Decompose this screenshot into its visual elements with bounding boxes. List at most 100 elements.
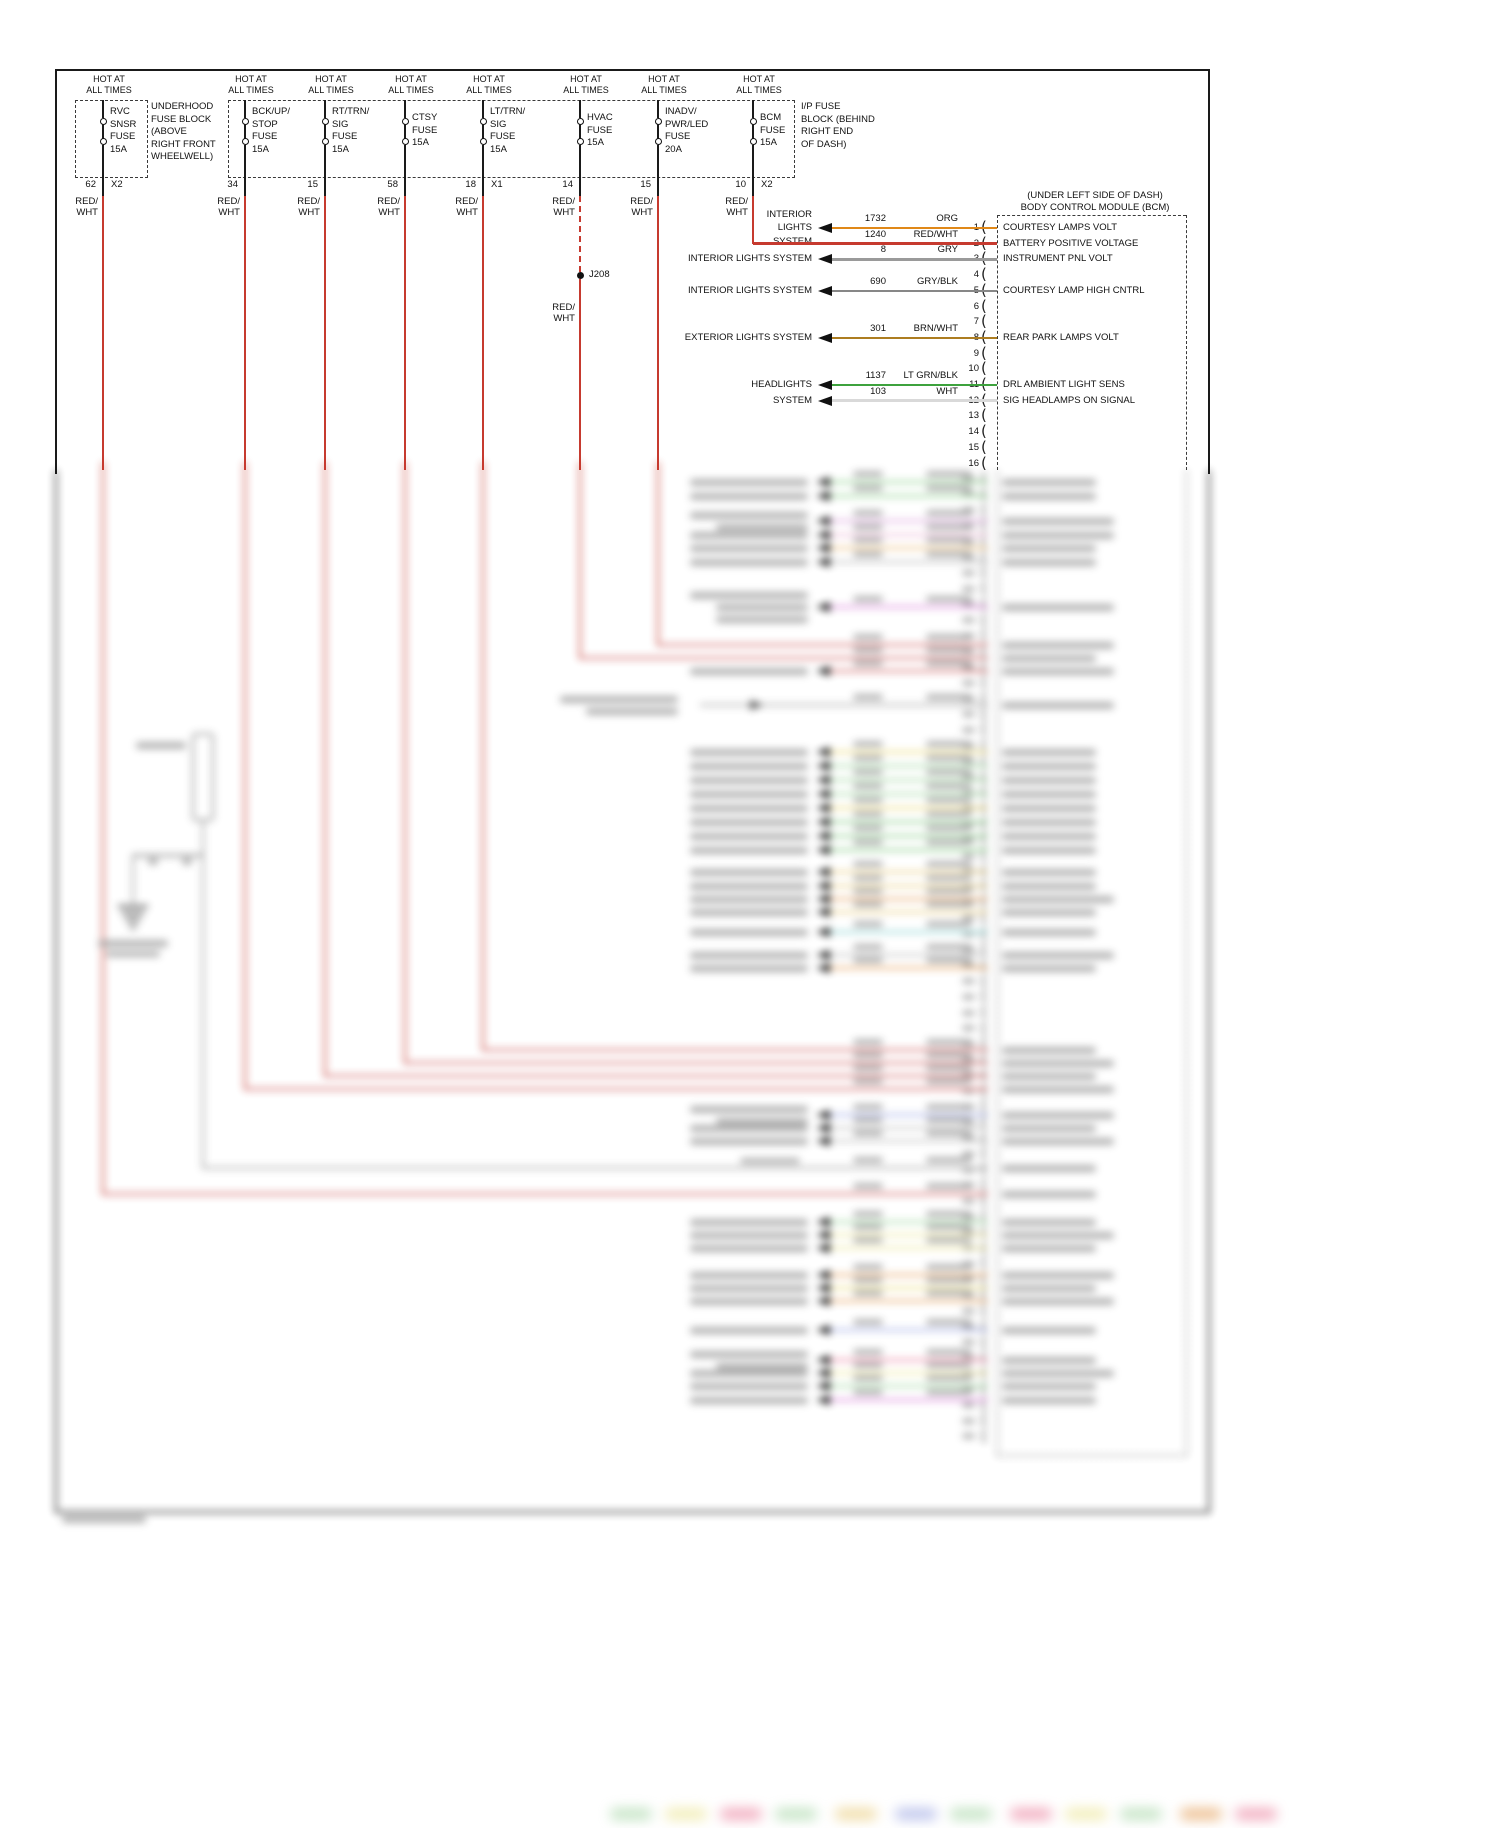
- blurred-wire: [830, 764, 988, 768]
- blurred-wire: [830, 533, 988, 537]
- blurred-label-blob: [690, 1326, 808, 1334]
- hot-at-all-times-label: ALL TIMES: [466, 85, 512, 95]
- blurred-wire: [580, 656, 988, 660]
- blurred-label-blob: [853, 1065, 883, 1071]
- connector-bracket: (: [981, 563, 987, 582]
- connector-bracket: (: [981, 924, 987, 943]
- system-reference-label: HEADLIGHTS: [751, 379, 812, 390]
- connector-bracket: (: [981, 814, 987, 833]
- blurred-label-blob: [926, 1319, 972, 1325]
- blurred-label-blob: [853, 1264, 883, 1270]
- blurred-label-blob: [853, 1130, 883, 1136]
- wire-circuit-number: 690: [870, 275, 886, 287]
- hot-at-all-times-label: HOT AT: [570, 74, 602, 84]
- fuse-lead: [579, 145, 581, 196]
- fuse-name-label: FUSE: [665, 131, 691, 142]
- blurred-label-blob: [1002, 832, 1096, 840]
- connector-bracket: (: [981, 579, 987, 598]
- blurred-label-blob: [926, 755, 972, 761]
- blurred-label-blob: [853, 510, 883, 516]
- blurred-wire-arrow: [816, 1381, 830, 1391]
- fuse-name-label: FUSE: [760, 124, 786, 136]
- fuse-name-label: CTSY: [412, 112, 438, 123]
- wire-red: [323, 462, 327, 1077]
- wire-color-label: WHT: [456, 207, 478, 218]
- hot-at-all-times-label: HOT AT: [473, 74, 505, 84]
- connector-bracket: (: [981, 987, 987, 1006]
- fuse-name-label: BCM: [760, 112, 782, 123]
- blurred-label-blob: [690, 908, 808, 916]
- blurred-pin-number: [962, 1150, 975, 1157]
- wire-color-label: RED/: [725, 196, 748, 207]
- fuse-name-label: SIG: [490, 118, 507, 130]
- wire-red: [656, 196, 660, 470]
- blurred-pin-number: [962, 679, 975, 686]
- blurred-label-blob: [926, 551, 972, 557]
- wire-color-label: WHT: [726, 207, 748, 218]
- wire-arrow: [818, 285, 832, 296]
- blurred-label-blob: [853, 660, 883, 666]
- color-smudge: [1180, 1808, 1222, 1820]
- fuse-name-label: STOP: [252, 118, 278, 130]
- terminal-blob: [148, 858, 158, 865]
- connector-bracket: (: [981, 1018, 987, 1037]
- blurred-label-blob: [690, 804, 808, 812]
- fuse-name-label: FUSE: [412, 124, 438, 136]
- blurred-pin-number: [962, 758, 975, 765]
- blurred-wire: [830, 930, 988, 934]
- blurred-label-blob: [690, 1124, 808, 1132]
- wire: [832, 336, 997, 340]
- blurred-wire-arrow: [816, 1217, 830, 1227]
- blurred-wire: [658, 643, 988, 647]
- blurred-wire-arrow: [816, 803, 830, 813]
- blurred-pin-number: [962, 1307, 975, 1314]
- blurred-wire-arrow: [816, 1123, 830, 1133]
- splice-label-blob: [740, 1158, 800, 1164]
- connector-bracket: (: [981, 626, 987, 645]
- blurred-wire: [830, 897, 988, 901]
- blurred-wire-arrow: [816, 1136, 830, 1146]
- fuse-element: [102, 124, 104, 139]
- hot-at-all-times-label: ALL TIMES: [563, 85, 609, 95]
- connector-bracket: (: [981, 1285, 987, 1304]
- fuse-name-label: 15A: [490, 143, 507, 155]
- blurred-label-blob: [926, 1362, 972, 1368]
- bcm-box-right: [1186, 215, 1187, 470]
- blurred-wire-arrow: [816, 477, 830, 487]
- blurred-label-blob: [1002, 1124, 1096, 1132]
- fuse-lead: [579, 100, 581, 118]
- blurred-label-blob: [1002, 667, 1114, 675]
- wire-color-code: GRY: [937, 244, 958, 256]
- system-reference-label: INTERIOR: [766, 208, 812, 220]
- blurred-wire: [325, 1074, 988, 1078]
- fuse-name-label: LT/TRN/: [490, 106, 526, 117]
- blurred-label-blob: [926, 1183, 972, 1189]
- wire-arrow: [818, 380, 832, 390]
- blurred-wire-arrow: [816, 1325, 830, 1335]
- bcm-box-left: [997, 215, 998, 470]
- wire-color-label: WHT: [76, 207, 98, 218]
- blurred-pin-number: [962, 1417, 975, 1424]
- connector-bracket: (: [981, 469, 987, 488]
- blurred-label-blob: [690, 964, 808, 972]
- frame-left-border: [55, 470, 57, 1513]
- blurred-wire-arrow: [816, 747, 830, 757]
- blurred-label-blob: [1002, 701, 1114, 709]
- fuse-lead: [404, 145, 406, 196]
- blurred-wire-arrow: [816, 516, 830, 526]
- blurred-pin-number: [962, 789, 975, 796]
- connector-bracket: (: [981, 940, 987, 959]
- color-smudge: [1235, 1808, 1277, 1820]
- connector-bracket: (: [981, 422, 987, 441]
- blurred-label-blob: [926, 1349, 972, 1355]
- fuse-terminal: [576, 138, 584, 145]
- blurred-label-blob: [853, 1211, 883, 1217]
- blurred-wire: [830, 1113, 988, 1117]
- blurred-label-blob: [853, 1104, 883, 1110]
- fuse-lead: [482, 100, 484, 118]
- connector-bracket: (: [981, 1301, 987, 1320]
- blurred-wire: [830, 1273, 988, 1277]
- fuse-pin-number: 18: [465, 179, 476, 190]
